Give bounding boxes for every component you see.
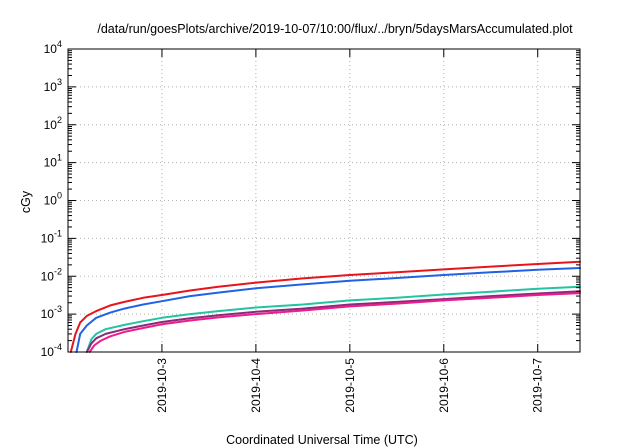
series-line-3 [85,285,581,353]
x-tick-label: 2019-10-7 [531,358,545,413]
y-tick-base: 10 [41,231,55,245]
series-line-1 [69,260,581,353]
tick-layer [68,48,580,353]
y-tick-base: 10 [44,118,58,132]
y-tick-base: 10 [41,269,55,283]
series-line-5 [88,292,581,353]
y-tick-label: 10-1 [41,228,62,245]
series-line-2 [75,267,581,353]
y-tick-label: 102 [44,115,62,132]
y-tick-base: 10 [41,345,55,359]
x-axis-label: Coordinated Universal Time (UTC) [226,433,418,447]
y-tick-base: 10 [44,194,58,208]
y-axis-label: cGy [19,190,33,213]
series-layer [69,260,581,353]
y-tick-exponent: 0 [57,191,62,201]
y-tick-label: 101 [44,153,62,170]
y-tick-exponent: 3 [57,77,62,87]
y-tick-label: 10-2 [41,266,62,283]
y-tick-base: 10 [41,307,55,321]
chart-title: /data/run/goesPlots/archive/2019-10-07/1… [97,22,573,36]
y-tick-base: 10 [44,80,58,94]
x-tick-label: 2019-10-4 [249,358,263,413]
y-tick-label: 100 [44,191,62,208]
y-tick-exponent: -1 [54,228,62,238]
x-tick-label: 2019-10-5 [343,358,357,413]
y-tick-label: 104 [44,39,62,56]
y-tick-exponent: -4 [54,342,62,352]
series-line-4 [85,290,581,353]
y-tick-exponent: -3 [54,304,62,314]
x-tick-label: 2019-10-6 [437,358,451,413]
y-tick-label: 103 [44,77,62,94]
y-tick-base: 10 [44,42,58,56]
y-tick-exponent: 2 [57,115,62,125]
y-tick-exponent: -2 [54,266,62,276]
x-tick-label: 2019-10-3 [155,358,169,413]
y-tick-label: 10-3 [41,304,62,321]
y-tick-exponent: 4 [57,39,62,49]
y-tick-exponent: 1 [57,153,62,163]
y-tick-base: 10 [44,156,58,170]
x-tick-labels: 2019-10-3 2019-10-4 2019-10-5 2019-10-6 2019… [155,358,545,413]
y-tick-label: 10-4 [41,342,62,359]
